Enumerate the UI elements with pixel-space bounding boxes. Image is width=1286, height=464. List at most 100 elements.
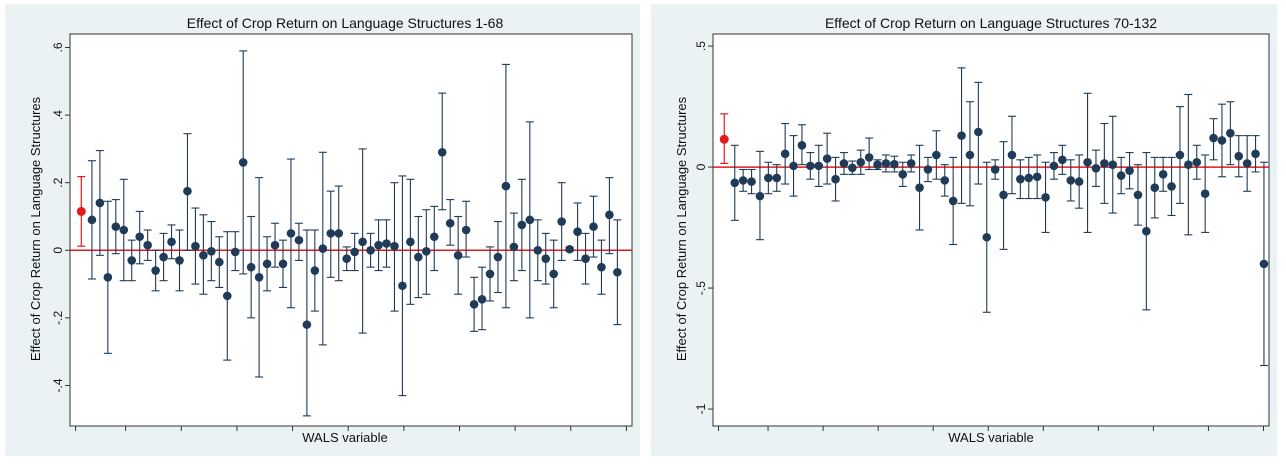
data-point: [310, 266, 320, 275]
highlight-point: [719, 134, 729, 144]
data-point: [398, 281, 407, 291]
data-point: [1242, 159, 1252, 168]
data-point: [406, 237, 415, 247]
y-tick-label: 0: [51, 247, 65, 254]
y-tick-label: -.4: [51, 378, 65, 392]
data-point: [822, 154, 832, 163]
chart-title: Effect of Crop Return on Language Struct…: [825, 15, 1157, 31]
data-point: [597, 262, 606, 272]
data-point: [1091, 163, 1101, 173]
data-point: [839, 159, 849, 168]
data-point: [873, 160, 882, 169]
data-point: [437, 147, 447, 157]
data-point: [764, 173, 773, 183]
data-point: [1032, 172, 1042, 182]
data-point: [318, 244, 328, 253]
data-point: [1234, 151, 1244, 161]
data-point: [175, 256, 184, 265]
data-point: [957, 131, 966, 140]
data-point: [111, 222, 121, 231]
chart-title: Effect of Crop Return on Language Struct…: [187, 15, 504, 31]
data-point: [1007, 150, 1017, 160]
data-point: [183, 186, 192, 196]
data-point: [1024, 173, 1034, 183]
data-point: [915, 183, 924, 192]
data-point: [573, 227, 582, 236]
data-point: [334, 229, 344, 238]
data-point: [294, 235, 304, 245]
data-point: [326, 229, 336, 238]
data-point: [747, 177, 756, 186]
data-point: [549, 269, 558, 279]
data-point: [738, 176, 748, 185]
y-tick-label: .4: [51, 110, 65, 120]
data-point: [613, 267, 622, 277]
data-point: [565, 244, 574, 254]
data-point: [302, 320, 312, 329]
data-point: [1184, 160, 1193, 169]
data-point: [429, 232, 439, 242]
data-point: [1150, 183, 1160, 192]
data-point: [1066, 176, 1076, 185]
data-point: [278, 259, 288, 269]
chart-left: Effect of Crop Return on Language Struct…: [28, 15, 633, 445]
data-point: [974, 127, 983, 137]
data-point: [501, 181, 511, 191]
data-point: [864, 153, 874, 162]
data-point: [1200, 189, 1210, 199]
data-point: [238, 158, 248, 167]
data-point: [517, 220, 527, 230]
data-point: [533, 245, 543, 255]
data-point: [1192, 157, 1202, 167]
data-point: [461, 225, 471, 235]
y-tick-label: 0: [694, 163, 708, 170]
data-point: [382, 239, 391, 248]
data-point: [789, 161, 798, 171]
data-point: [103, 273, 113, 282]
x-axis-label: WALS variable: [948, 430, 1034, 445]
data-point: [898, 170, 908, 179]
data-point: [87, 215, 97, 225]
data-point: [906, 159, 916, 168]
y-tick-label: .6: [51, 42, 65, 52]
data-point: [493, 252, 503, 262]
data-point: [485, 269, 495, 279]
data-point: [151, 266, 160, 275]
data-point: [469, 300, 479, 309]
data-point: [477, 294, 487, 304]
data-point: [350, 247, 359, 257]
y-tick-label: .2: [51, 177, 65, 187]
data-point: [948, 196, 958, 206]
data-point: [814, 161, 824, 171]
data-point: [1158, 170, 1168, 179]
data-point: [286, 229, 296, 238]
data-point: [215, 257, 224, 267]
data-point: [1100, 159, 1109, 168]
data-point: [1041, 193, 1050, 202]
data-point: [525, 215, 535, 225]
y-tick-label: -1: [694, 403, 708, 414]
data-point: [1083, 157, 1092, 167]
data-point: [831, 174, 840, 184]
data-point: [199, 251, 208, 260]
chart-panel-right: Effect of Crop Return on Language Struct…: [651, 4, 1277, 456]
highlight-point: [76, 206, 86, 216]
plot-area: [712, 33, 1270, 427]
data-point: [1209, 133, 1218, 143]
data-point: [982, 232, 992, 242]
data-point: [605, 210, 614, 220]
data-point: [135, 232, 144, 242]
data-point: [1259, 259, 1269, 269]
data-point: [422, 246, 431, 256]
data-point: [1175, 150, 1185, 160]
data-point: [191, 241, 200, 251]
data-point: [159, 252, 168, 262]
data-point: [755, 191, 765, 201]
data-point: [806, 161, 815, 171]
data-point: [119, 225, 129, 235]
data-point: [1016, 174, 1025, 184]
data-point: [230, 247, 240, 257]
chart-right: Effect of Crop Return on Language Struct…: [674, 15, 1270, 445]
data-point: [965, 150, 975, 160]
data-point: [453, 251, 463, 260]
